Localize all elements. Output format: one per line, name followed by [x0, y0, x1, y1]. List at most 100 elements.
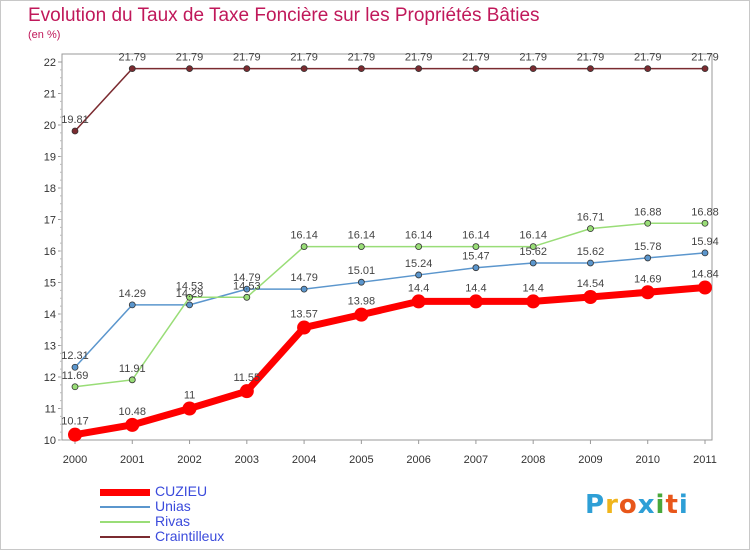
legend-swatch-unias: [100, 506, 150, 508]
data-label-craintilleux: 21.79: [691, 52, 719, 64]
data-label-craintilleux: 21.79: [577, 52, 605, 64]
data-point-cuzieu: [68, 427, 82, 442]
data-point-rivas: [472, 243, 480, 250]
data-point-cuzieu: [182, 401, 197, 416]
plot-area: [61, 53, 713, 441]
logo-letter: t: [665, 490, 679, 520]
data-label-unias: 12.31: [61, 350, 89, 362]
data-point-unias: [186, 301, 193, 309]
y-tick-label: 18: [44, 183, 56, 195]
x-tick-label: 2006: [406, 454, 430, 466]
data-point-craintilleux: [644, 65, 652, 73]
data-point-rivas: [186, 293, 193, 301]
data-point-cuzieu: [239, 384, 254, 399]
legend-swatch-craintilleux: [100, 536, 150, 538]
data-point-craintilleux: [529, 65, 537, 73]
data-point-cuzieu: [125, 417, 140, 432]
data-point-rivas: [243, 293, 251, 301]
y-tick-label: 10: [44, 435, 56, 447]
data-label-cuzieu: 14.4: [522, 282, 543, 294]
data-label-craintilleux: 21.79: [176, 52, 204, 64]
x-tick-label: 2007: [464, 454, 488, 466]
data-label-rivas: 14.53: [176, 280, 204, 292]
data-label-craintilleux: 21.79: [119, 52, 147, 64]
data-point-craintilleux: [243, 65, 251, 73]
data-label-unias: 14.79: [290, 272, 318, 284]
data-point-rivas: [128, 376, 136, 384]
data-label-unias: 15.62: [519, 246, 547, 258]
data-point-craintilleux: [186, 65, 193, 73]
x-tick-label: 2002: [177, 454, 201, 466]
data-point-unias: [415, 271, 423, 279]
data-label-cuzieu: 11: [184, 390, 195, 402]
x-tick-label: 2008: [521, 454, 545, 466]
data-label-craintilleux: 21.79: [462, 52, 490, 64]
data-label-unias: 15.47: [462, 251, 490, 263]
data-label-unias: 15.24: [405, 258, 433, 270]
data-label-craintilleux: 21.79: [233, 52, 261, 64]
data-label-unias: 15.01: [348, 265, 376, 277]
data-label-rivas: 14.53: [233, 280, 261, 292]
data-label-unias: 14.79: [233, 272, 261, 284]
data-point-craintilleux: [415, 65, 423, 73]
data-point-cuzieu: [583, 289, 598, 304]
x-tick-label: 2009: [578, 454, 602, 466]
data-point-unias: [529, 259, 537, 267]
y-axis-unit: (en %): [28, 29, 61, 41]
legend-swatch-rivas: [100, 521, 150, 523]
logo-letter: r: [605, 490, 619, 520]
legend-label-rivas: Rivas: [155, 513, 191, 529]
data-label-cuzieu: 10.48: [119, 406, 147, 418]
data-label-cuzieu: 14.4: [408, 282, 429, 294]
data-label-cuzieu: 14.69: [634, 273, 662, 285]
data-point-rivas: [300, 243, 308, 250]
series-line-cuzieu: [74, 284, 706, 439]
data-point-unias: [644, 254, 652, 262]
y-tick-label: 13: [44, 341, 56, 353]
y-tick-label: 11: [45, 404, 56, 416]
data-label-rivas: 16.14: [348, 230, 376, 242]
y-tick-label: 17: [44, 215, 56, 227]
x-tick-label: 2011: [693, 454, 717, 466]
data-label-unias: 14.29: [119, 288, 147, 300]
data-point-cuzieu: [640, 285, 655, 300]
data-point-craintilleux: [71, 127, 79, 135]
logo-letter: P: [585, 490, 606, 520]
data-point-cuzieu: [411, 294, 426, 309]
data-point-unias: [472, 264, 480, 272]
data-point-craintilleux: [128, 65, 136, 73]
data-point-rivas: [644, 219, 652, 227]
data-label-craintilleux: 21.79: [519, 52, 547, 64]
logo-letter: x: [637, 490, 656, 520]
proxiti-logo: Proxiti: [585, 490, 689, 520]
data-label-cuzieu: 14.84: [691, 269, 719, 281]
data-point-craintilleux: [701, 65, 709, 73]
y-tick-label: 12: [44, 372, 56, 384]
data-point-unias: [243, 285, 251, 293]
y-tick-label: 14: [44, 309, 56, 321]
data-label-unias: 14.29: [176, 288, 204, 300]
y-tick-label: 15: [44, 278, 56, 290]
data-label-unias: 15.94: [691, 236, 719, 248]
data-label-rivas: 11.91: [119, 363, 146, 375]
data-point-cuzieu: [526, 294, 541, 309]
data-label-rivas: 16.88: [634, 206, 662, 218]
data-label-craintilleux: 21.79: [634, 52, 662, 64]
data-point-cuzieu: [468, 294, 483, 309]
y-tick-label: 20: [44, 120, 56, 132]
data-point-craintilleux: [587, 65, 594, 73]
data-point-rivas: [701, 219, 709, 227]
data-point-cuzieu: [297, 320, 312, 335]
data-point-rivas: [529, 243, 537, 250]
x-tick-label: 2004: [292, 454, 316, 466]
data-point-unias: [128, 301, 136, 309]
data-label-rivas: 16.71: [577, 212, 605, 224]
x-tick-label: 2003: [235, 454, 259, 466]
data-point-craintilleux: [472, 65, 480, 73]
series-line-unias: [74, 252, 706, 368]
data-point-rivas: [357, 243, 365, 250]
logo-letter: i: [678, 490, 689, 520]
data-label-cuzieu: 10.17: [61, 416, 89, 428]
